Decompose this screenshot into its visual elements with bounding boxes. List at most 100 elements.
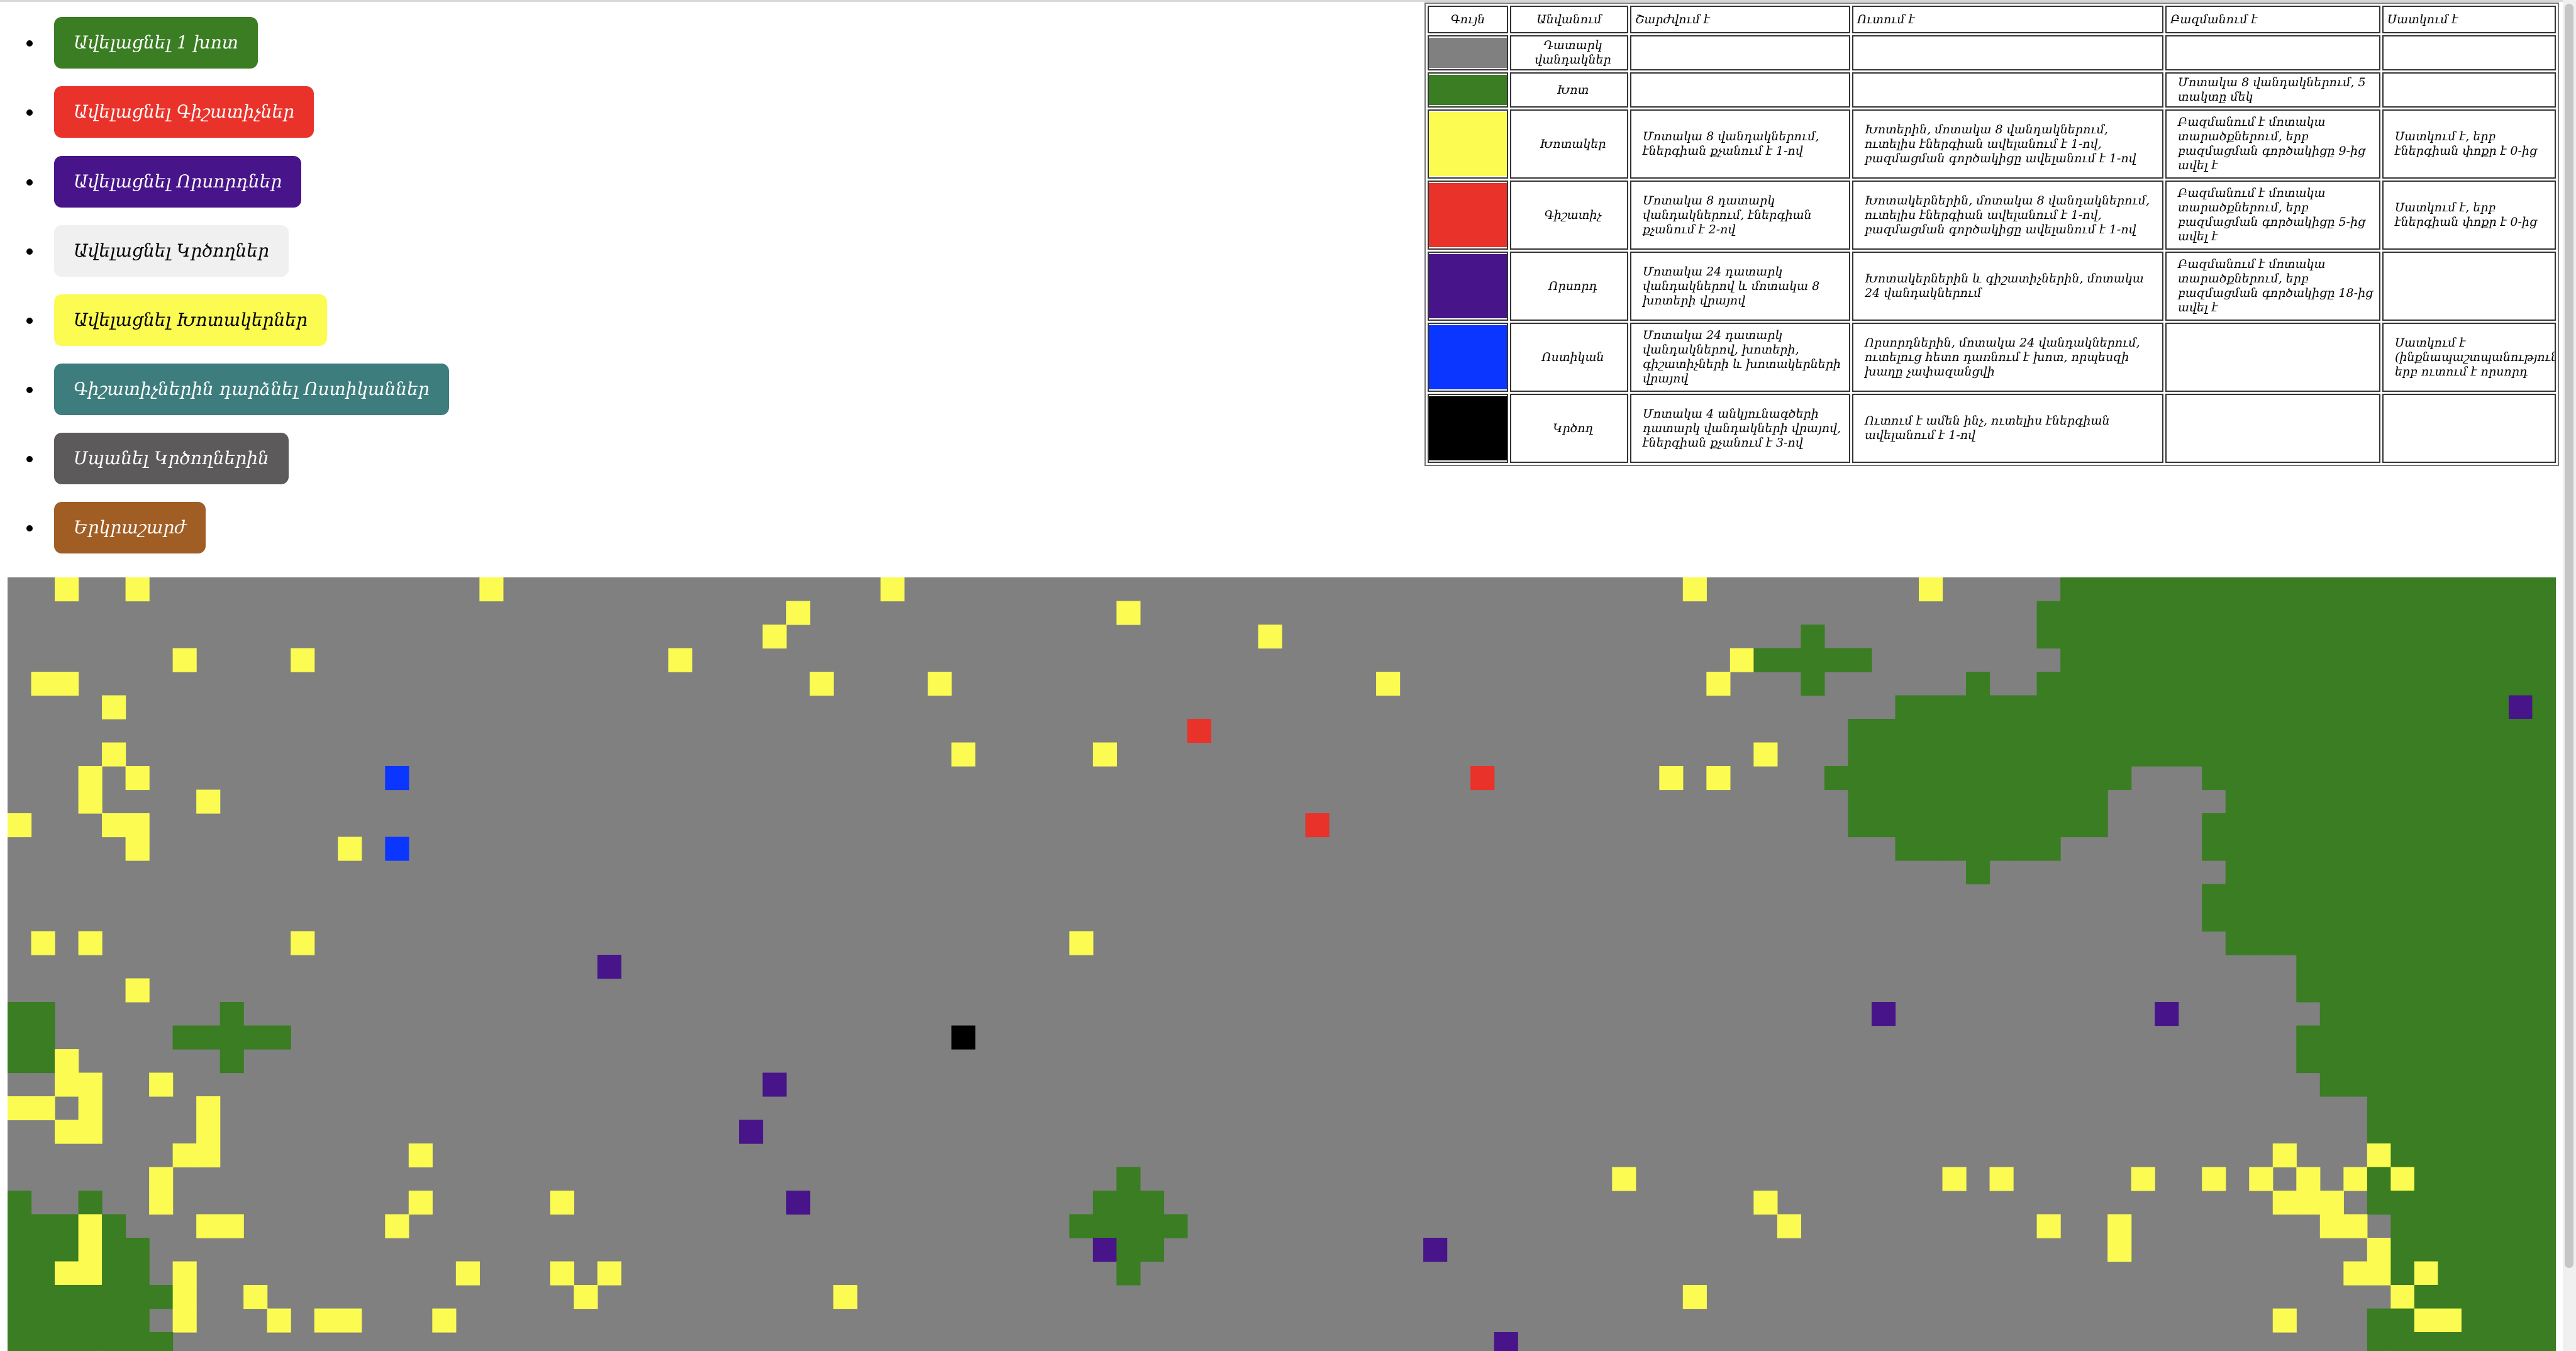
- add-grass-button[interactable]: Ավելացնել 1 խոտ: [54, 17, 258, 69]
- predators-to-police-button[interactable]: Գիշատիչներին դարձնել Ոստիկաններ: [54, 364, 449, 415]
- grass-cell: [2414, 1049, 2439, 1074]
- grass-cell: [1942, 742, 1967, 767]
- grass-cell: [2485, 1191, 2509, 1215]
- grass-cell: [2343, 813, 2368, 838]
- grass-cell: [2249, 837, 2273, 861]
- grass-cell: [2532, 1332, 2556, 1351]
- legend-swatch: [1428, 181, 1508, 250]
- grass-cell: [2225, 601, 2250, 625]
- grass-cell: [2131, 625, 2155, 649]
- herbivore-cell: [78, 1261, 103, 1286]
- grass-cell: [2249, 908, 2273, 932]
- grass-cell: [1966, 860, 1990, 885]
- grass-cell: [2343, 860, 2368, 885]
- grass-cell: [1163, 1214, 1188, 1238]
- grid-svg[interactable]: [8, 577, 2556, 1351]
- grass-cell: [2485, 1214, 2509, 1238]
- grass-cell: [2532, 648, 2556, 672]
- predator-cell: [1187, 719, 1212, 743]
- grass-cell: [2013, 813, 2038, 838]
- grass-cell: [31, 1261, 55, 1286]
- legend-row: Ոստիկան Մոտակա 24 դատարկ վանդակներով, խոտ…: [1428, 323, 2556, 392]
- grass-cell: [1871, 789, 1896, 814]
- grass-cell: [125, 1238, 150, 1262]
- grass-cell: [2438, 648, 2462, 672]
- grass-cell: [1942, 719, 1967, 743]
- grass-cell: [2367, 837, 2391, 861]
- grass-cell: [8, 1025, 32, 1050]
- hunter-cell: [1494, 1332, 1518, 1351]
- herbivore-cell: [125, 766, 150, 791]
- legend-moves: Մոտակա 24 դատարկ վանդակներով, խոտերի, գի…: [1630, 323, 1850, 392]
- grass-cell: [2390, 955, 2415, 979]
- legend-eats: [1852, 35, 2163, 70]
- herbivore-cell: [31, 672, 55, 696]
- grass-cell: [2485, 601, 2509, 625]
- hunter-cell: [786, 1191, 811, 1215]
- herbivore-cell: [928, 672, 952, 696]
- grass-cell: [2343, 766, 2368, 791]
- grass-cell: [2461, 625, 2486, 649]
- grass-cell: [2202, 813, 2226, 838]
- herbivore-cell: [78, 1120, 103, 1144]
- grass-cell: [1140, 1238, 1165, 1262]
- grass-cell: [2036, 789, 2061, 814]
- grass-cell: [2367, 601, 2391, 625]
- simulation-grid[interactable]: [8, 577, 2556, 1351]
- grass-cell: [196, 1025, 221, 1050]
- grass-cell: [2036, 766, 2061, 791]
- grass-cell: [78, 1191, 103, 1215]
- grass-cell: [2438, 601, 2462, 625]
- grass-cell: [2249, 742, 2273, 767]
- grass-cell: [2532, 719, 2556, 743]
- grass-cell: [2508, 672, 2533, 696]
- grass-cell: [2296, 719, 2321, 743]
- legend-eats: Խոտերին, մոտակա 8 վանդակներում, ուտելիս …: [1852, 109, 2163, 179]
- grass-cell: [2296, 837, 2321, 861]
- grass-cell: [2225, 837, 2250, 861]
- grass-cell: [1966, 719, 1990, 743]
- grass-cell: [2367, 1002, 2391, 1026]
- grass-cell: [2461, 978, 2486, 1003]
- grass-cell: [8, 1049, 32, 1074]
- grass-cell: [2532, 1238, 2556, 1262]
- grass-cell: [1942, 837, 1967, 861]
- grass-cell: [2249, 789, 2273, 814]
- grass-cell: [2414, 648, 2439, 672]
- grass-cell: [2438, 1143, 2462, 1168]
- grass-cell: [2414, 908, 2439, 932]
- grass-cell: [2438, 1191, 2462, 1215]
- legend-dies: [2382, 35, 2556, 70]
- earthquake-button[interactable]: Երկրաշարժ: [54, 502, 206, 553]
- grass-cell: [2367, 648, 2391, 672]
- grass-cell: [2296, 931, 2321, 955]
- add-predators-button[interactable]: Ավելացնել Գիշատիչներ: [54, 86, 314, 138]
- grass-cell: [2060, 672, 2085, 696]
- add-hunters-button[interactable]: Ավելացնել Որսորդներ: [54, 156, 302, 208]
- grass-cell: [2508, 648, 2533, 672]
- grass-cell: [2155, 577, 2179, 602]
- herbivore-cell: [78, 1238, 103, 1262]
- grass-cell: [2107, 648, 2132, 672]
- kill-rodents-button[interactable]: Սպանել Կրծողներին: [54, 433, 289, 484]
- grass-cell: [2036, 813, 2061, 838]
- herbivore-cell: [55, 672, 79, 696]
- grass-cell: [2272, 577, 2297, 602]
- grass-cell: [2319, 601, 2344, 625]
- grass-cell: [2272, 813, 2297, 838]
- grass-cell: [1753, 648, 1778, 672]
- grass-cell: [2438, 931, 2462, 955]
- grass-cell: [2414, 601, 2439, 625]
- grass-cell: [2296, 672, 2321, 696]
- grass-cell: [219, 1049, 244, 1074]
- add-rodents-button[interactable]: Ավելացնել Կրծողներ: [54, 225, 289, 277]
- grass-cell: [2461, 1261, 2486, 1286]
- grass-cell: [2485, 719, 2509, 743]
- add-herbivores-button[interactable]: Ավելացնել Խոտակերներ: [54, 294, 327, 346]
- scrollbar-thumb[interactable]: [2565, 4, 2573, 1268]
- grass-cell: [2296, 742, 2321, 767]
- grass-cell: [1777, 648, 1802, 672]
- grass-cell: [2461, 1214, 2486, 1238]
- grass-cell: [2013, 789, 2038, 814]
- grass-cell: [2390, 1002, 2415, 1026]
